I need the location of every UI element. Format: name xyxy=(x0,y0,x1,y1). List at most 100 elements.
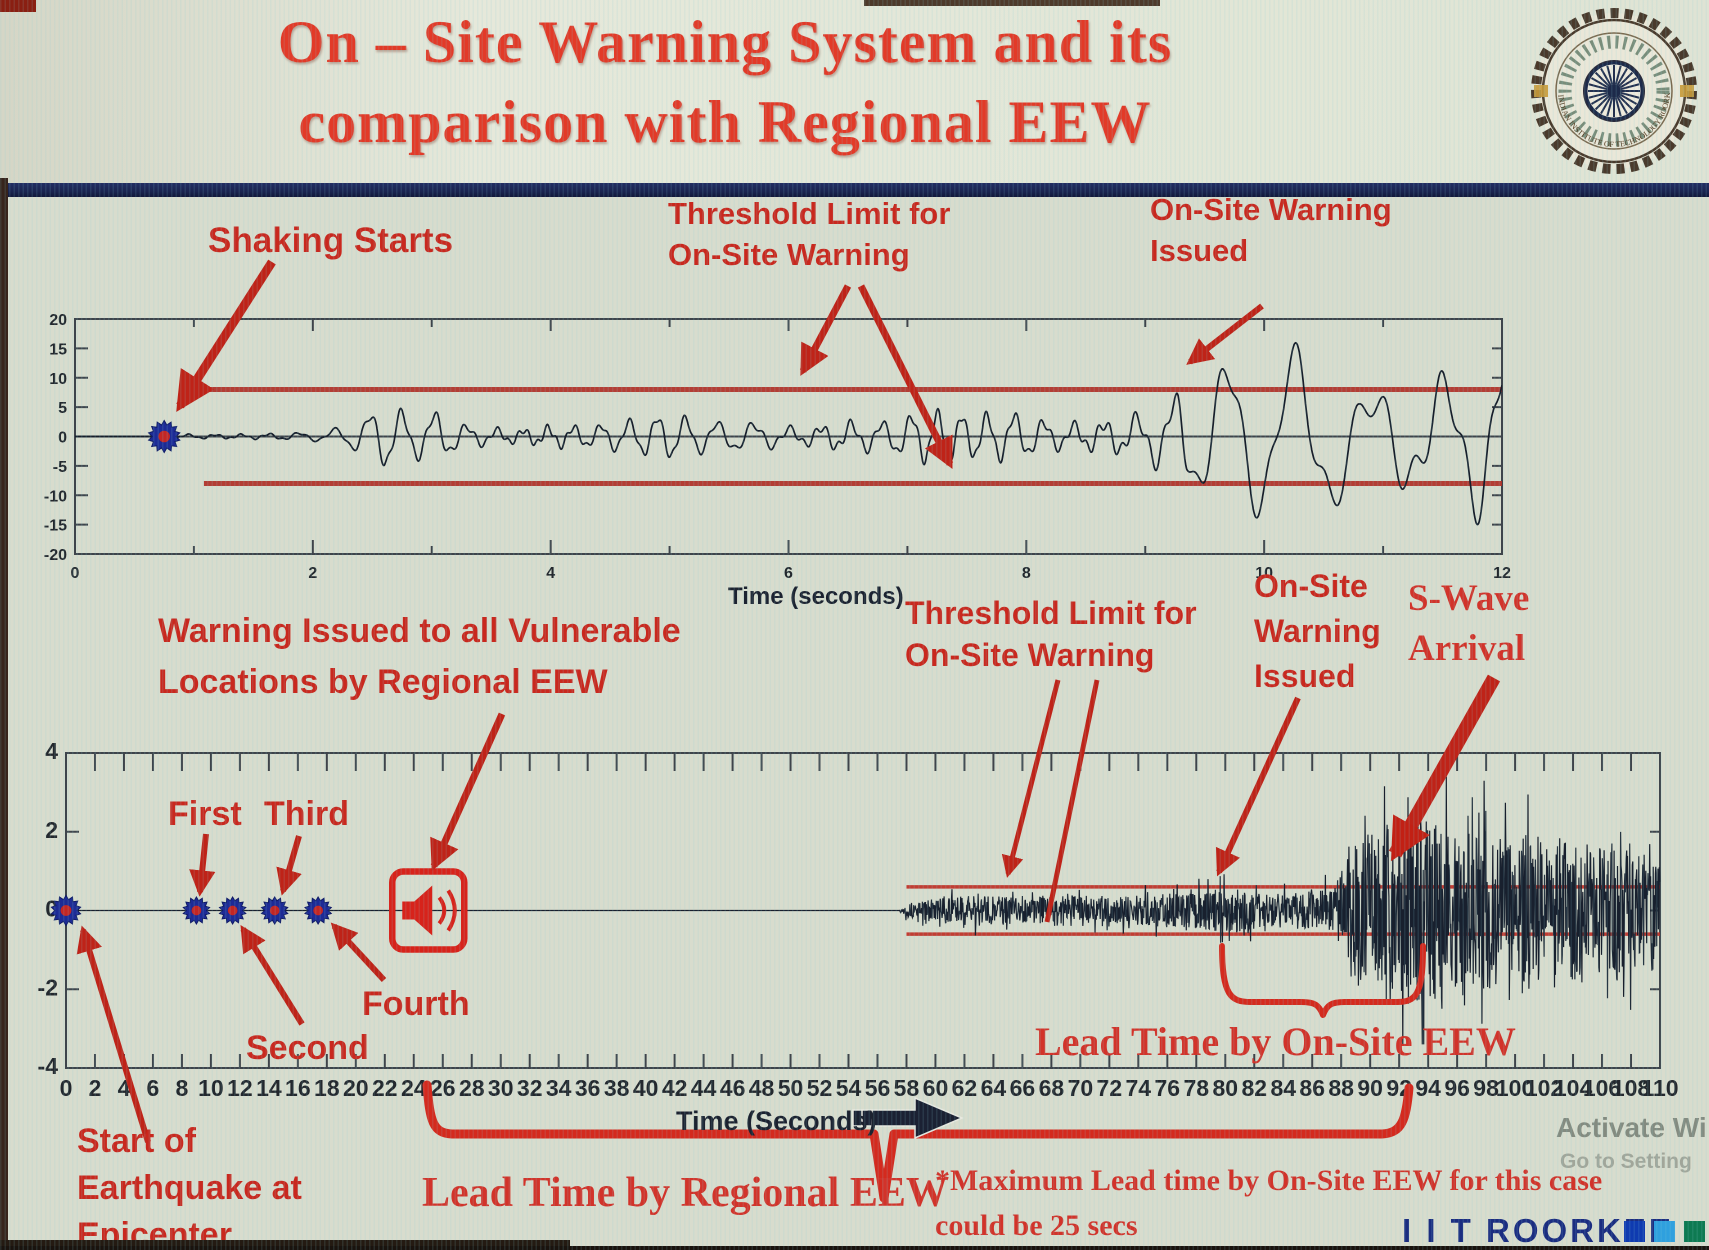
lead-time-regional-label: Lead Time by Regional EEW xyxy=(422,1170,948,1216)
epicenter-line1: Start of xyxy=(77,1122,196,1160)
svg-text:104: 104 xyxy=(1554,1075,1593,1101)
threshold-top-arrow-lower xyxy=(857,284,954,469)
svg-text:62: 62 xyxy=(952,1075,978,1101)
svg-text:6: 6 xyxy=(147,1075,160,1101)
swave-line2: Arrival xyxy=(1408,627,1526,669)
svg-text:2: 2 xyxy=(89,1075,102,1101)
svg-text:4: 4 xyxy=(45,738,58,764)
svg-text:18: 18 xyxy=(314,1075,340,1101)
shaking-starts-label: Shaking Starts xyxy=(208,221,454,260)
threshold-top-label: Threshold Limit for On-Site Warning xyxy=(668,194,950,276)
threshold-bottom-line1: Threshold Limit for xyxy=(905,595,1197,631)
svg-text:12: 12 xyxy=(227,1075,253,1101)
svg-text:106: 106 xyxy=(1583,1075,1621,1101)
iit-roorkee-logo-icon: INDIAN INSTITUTE OF TECHNOLOGY ROORKEE xyxy=(1528,2,1697,174)
photo-edge-topleft xyxy=(0,0,36,12)
svg-text:32: 32 xyxy=(517,1075,543,1101)
svg-text:36: 36 xyxy=(575,1075,601,1101)
onsite-issued-top-line2: Issued xyxy=(1150,232,1249,268)
onsite-issued-top-line1: On-Site Warning xyxy=(1150,192,1392,227)
svg-text:2: 2 xyxy=(45,817,58,843)
threshold-bottom-arrow-lower xyxy=(1044,679,1100,923)
svg-text:80: 80 xyxy=(1212,1075,1238,1101)
station-fourth-label: Fourth xyxy=(362,985,470,1023)
svg-text:76: 76 xyxy=(1155,1075,1181,1101)
svg-text:100: 100 xyxy=(1496,1075,1534,1101)
lead-time-onsite-label: Lead Time by On-Site EEW xyxy=(1035,1019,1516,1064)
svg-text:48: 48 xyxy=(749,1075,775,1101)
shaking-starts-arrow xyxy=(176,259,276,413)
epicenter-label: Start of Earthquake at Epicenter xyxy=(77,1118,302,1250)
svg-text:16: 16 xyxy=(285,1075,311,1101)
svg-text:58: 58 xyxy=(894,1075,920,1101)
swave-arrow xyxy=(1388,674,1501,862)
svg-text:40: 40 xyxy=(633,1075,659,1101)
station-second-label: Second xyxy=(246,1029,369,1067)
threshold-top-arrow-upper xyxy=(799,284,852,376)
svg-text:28: 28 xyxy=(459,1075,485,1101)
activation-watermark-line2: Go to Setting xyxy=(1560,1150,1692,1173)
svg-text:10: 10 xyxy=(1255,565,1273,582)
svg-text:14: 14 xyxy=(256,1075,282,1101)
photo-edge-bottom xyxy=(0,1246,1709,1250)
regional-issued-label: Warning Issued to all Vulnerable Locatio… xyxy=(158,606,681,708)
lead-regional-bracket xyxy=(422,1080,1414,1203)
slide-title-line1: On – Site Warning System and its xyxy=(277,9,1173,75)
regional-issued-line1: Warning Issued to all Vulnerable xyxy=(158,612,681,650)
lead-onsite-brace xyxy=(1219,943,1426,1018)
swave-line1: S-Wave xyxy=(1408,578,1530,619)
svg-text:-20: -20 xyxy=(44,547,67,564)
svg-text:108: 108 xyxy=(1612,1075,1651,1101)
epicenter-line2: Earthquake at xyxy=(77,1168,302,1207)
svg-text:88: 88 xyxy=(1328,1075,1354,1101)
time-direction-arrow-icon xyxy=(852,1096,964,1140)
svg-text:60: 60 xyxy=(923,1075,949,1101)
svg-text:0: 0 xyxy=(71,565,80,582)
svg-text:56: 56 xyxy=(865,1075,891,1101)
svg-text:10: 10 xyxy=(49,371,67,388)
station-third-label: Third xyxy=(264,795,349,833)
svg-text:46: 46 xyxy=(720,1075,746,1101)
onsite-issued-bottom-line1: On-Site xyxy=(1254,568,1368,604)
photo-edge-left xyxy=(0,178,8,1250)
note-line2: could be 25 secs xyxy=(935,1209,1138,1242)
svg-text:34: 34 xyxy=(546,1075,572,1101)
svg-text:78: 78 xyxy=(1183,1075,1209,1101)
onsite-issued-bottom-line2: Warning xyxy=(1254,612,1381,649)
note-line1: *Maximum Lead time by On-Site EEW for th… xyxy=(935,1164,1603,1197)
third-arrow xyxy=(276,835,302,896)
svg-text:2: 2 xyxy=(308,565,317,582)
chart2-xaxis-title: Time (Seconds) xyxy=(676,1106,877,1136)
onsite-issued-top-label: On-Site Warning Issued xyxy=(1150,190,1392,272)
svg-text:38: 38 xyxy=(604,1075,630,1101)
svg-text:74: 74 xyxy=(1126,1075,1152,1101)
svg-text:22: 22 xyxy=(372,1075,398,1101)
first-arrow xyxy=(189,833,216,897)
svg-text:-5: -5 xyxy=(53,459,67,476)
max-lead-time-note: *Maximum Lead time by On-Site EEW for th… xyxy=(935,1158,1602,1248)
threshold-top-line2: On-Site Warning xyxy=(668,236,910,272)
svg-text:86: 86 xyxy=(1299,1075,1325,1101)
svg-text:102: 102 xyxy=(1525,1075,1563,1101)
svg-text:-2: -2 xyxy=(38,974,58,1000)
svg-text:90: 90 xyxy=(1357,1075,1383,1101)
svg-text:64: 64 xyxy=(981,1075,1007,1101)
footer-square-lightblue xyxy=(1654,1221,1675,1242)
onsite-issued-bottom-arrow xyxy=(1215,696,1301,877)
svg-text:84: 84 xyxy=(1270,1075,1296,1101)
chart1-xaxis-title: Time (seconds) xyxy=(728,583,904,610)
fourth-arrow xyxy=(330,922,387,983)
svg-text:26: 26 xyxy=(430,1075,456,1101)
onsite-issued-top-arrow xyxy=(1186,303,1264,365)
svg-text:110: 110 xyxy=(1641,1075,1678,1101)
onsite-issued-bottom-label: On-Site Warning Issued xyxy=(1254,564,1381,698)
footer-square-green xyxy=(1684,1221,1705,1242)
svg-text:8: 8 xyxy=(1022,565,1031,582)
svg-text:12: 12 xyxy=(1493,565,1511,582)
divider-bar xyxy=(0,183,1709,197)
threshold-top-line1: Threshold Limit for xyxy=(668,196,951,231)
svg-text:0: 0 xyxy=(60,1075,73,1101)
